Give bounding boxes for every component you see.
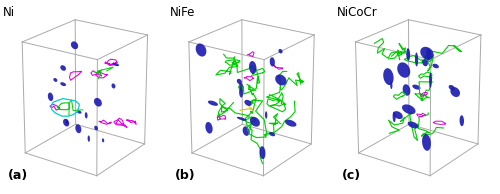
Text: NiCoCr: NiCoCr (336, 6, 378, 19)
Text: (c): (c) (342, 169, 361, 182)
Text: (a): (a) (8, 169, 28, 182)
Text: (b): (b) (175, 169, 196, 182)
Text: NiFe: NiFe (170, 6, 196, 19)
Text: Ni: Ni (4, 6, 16, 19)
